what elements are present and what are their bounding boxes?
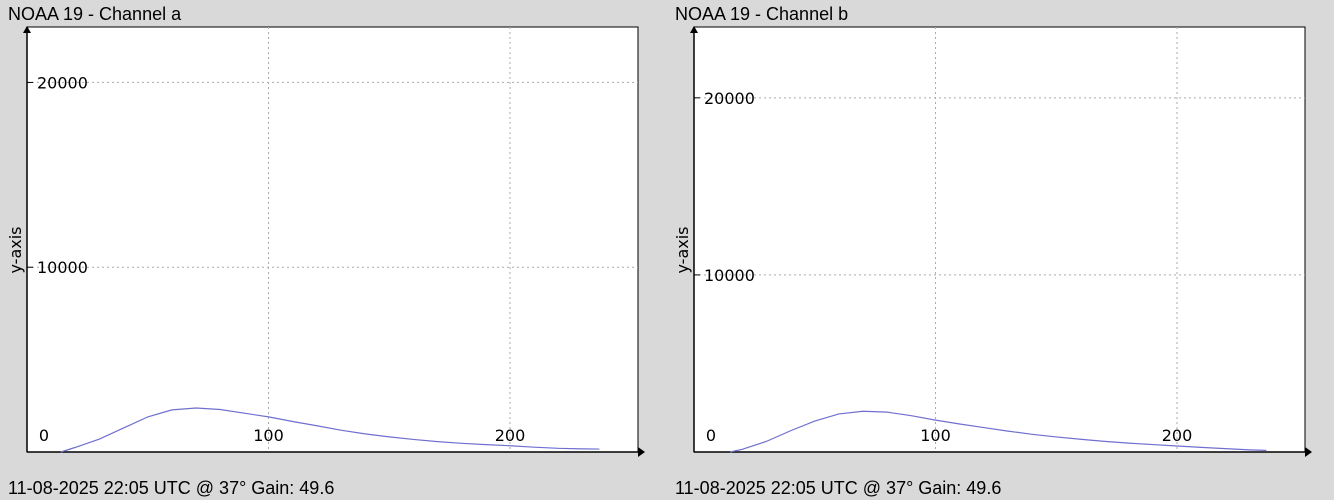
- x-tick-label: 100: [920, 426, 951, 445]
- x-axis-arrow: [1305, 447, 1312, 457]
- status-footer: 11-08-2025 22:05 UTC @ 37° Gain: 49.6: [675, 478, 1001, 498]
- plot-area: [26, 26, 639, 453]
- y-axis-arrow: [690, 26, 698, 33]
- y-tick-label: 20000: [37, 73, 88, 92]
- x-tick-label: 0: [706, 426, 716, 445]
- x-tick-label: 200: [1162, 426, 1193, 445]
- y-axis-label: y-axis: [6, 226, 25, 273]
- y-tick-label: 20000: [704, 89, 755, 108]
- data-line: [730, 410, 1267, 453]
- plot-area: [693, 26, 1306, 453]
- x-tick-label: 200: [495, 426, 526, 445]
- status-footer: 11-08-2025 22:05 UTC @ 37° Gain: 49.6: [8, 478, 334, 498]
- data-line: [60, 407, 600, 453]
- chart-title: NOAA 19 - Channel a: [8, 4, 182, 24]
- y-axis-label: y-axis: [673, 226, 692, 273]
- x-tick-label: 0: [39, 426, 49, 445]
- y-tick-label: 10000: [37, 258, 88, 277]
- chart-title: NOAA 19 - Channel b: [675, 4, 848, 24]
- x-tick-label: 100: [253, 426, 284, 445]
- y-tick-label: 10000: [704, 266, 755, 285]
- y-axis-arrow: [23, 26, 31, 33]
- x-axis-arrow: [638, 447, 645, 457]
